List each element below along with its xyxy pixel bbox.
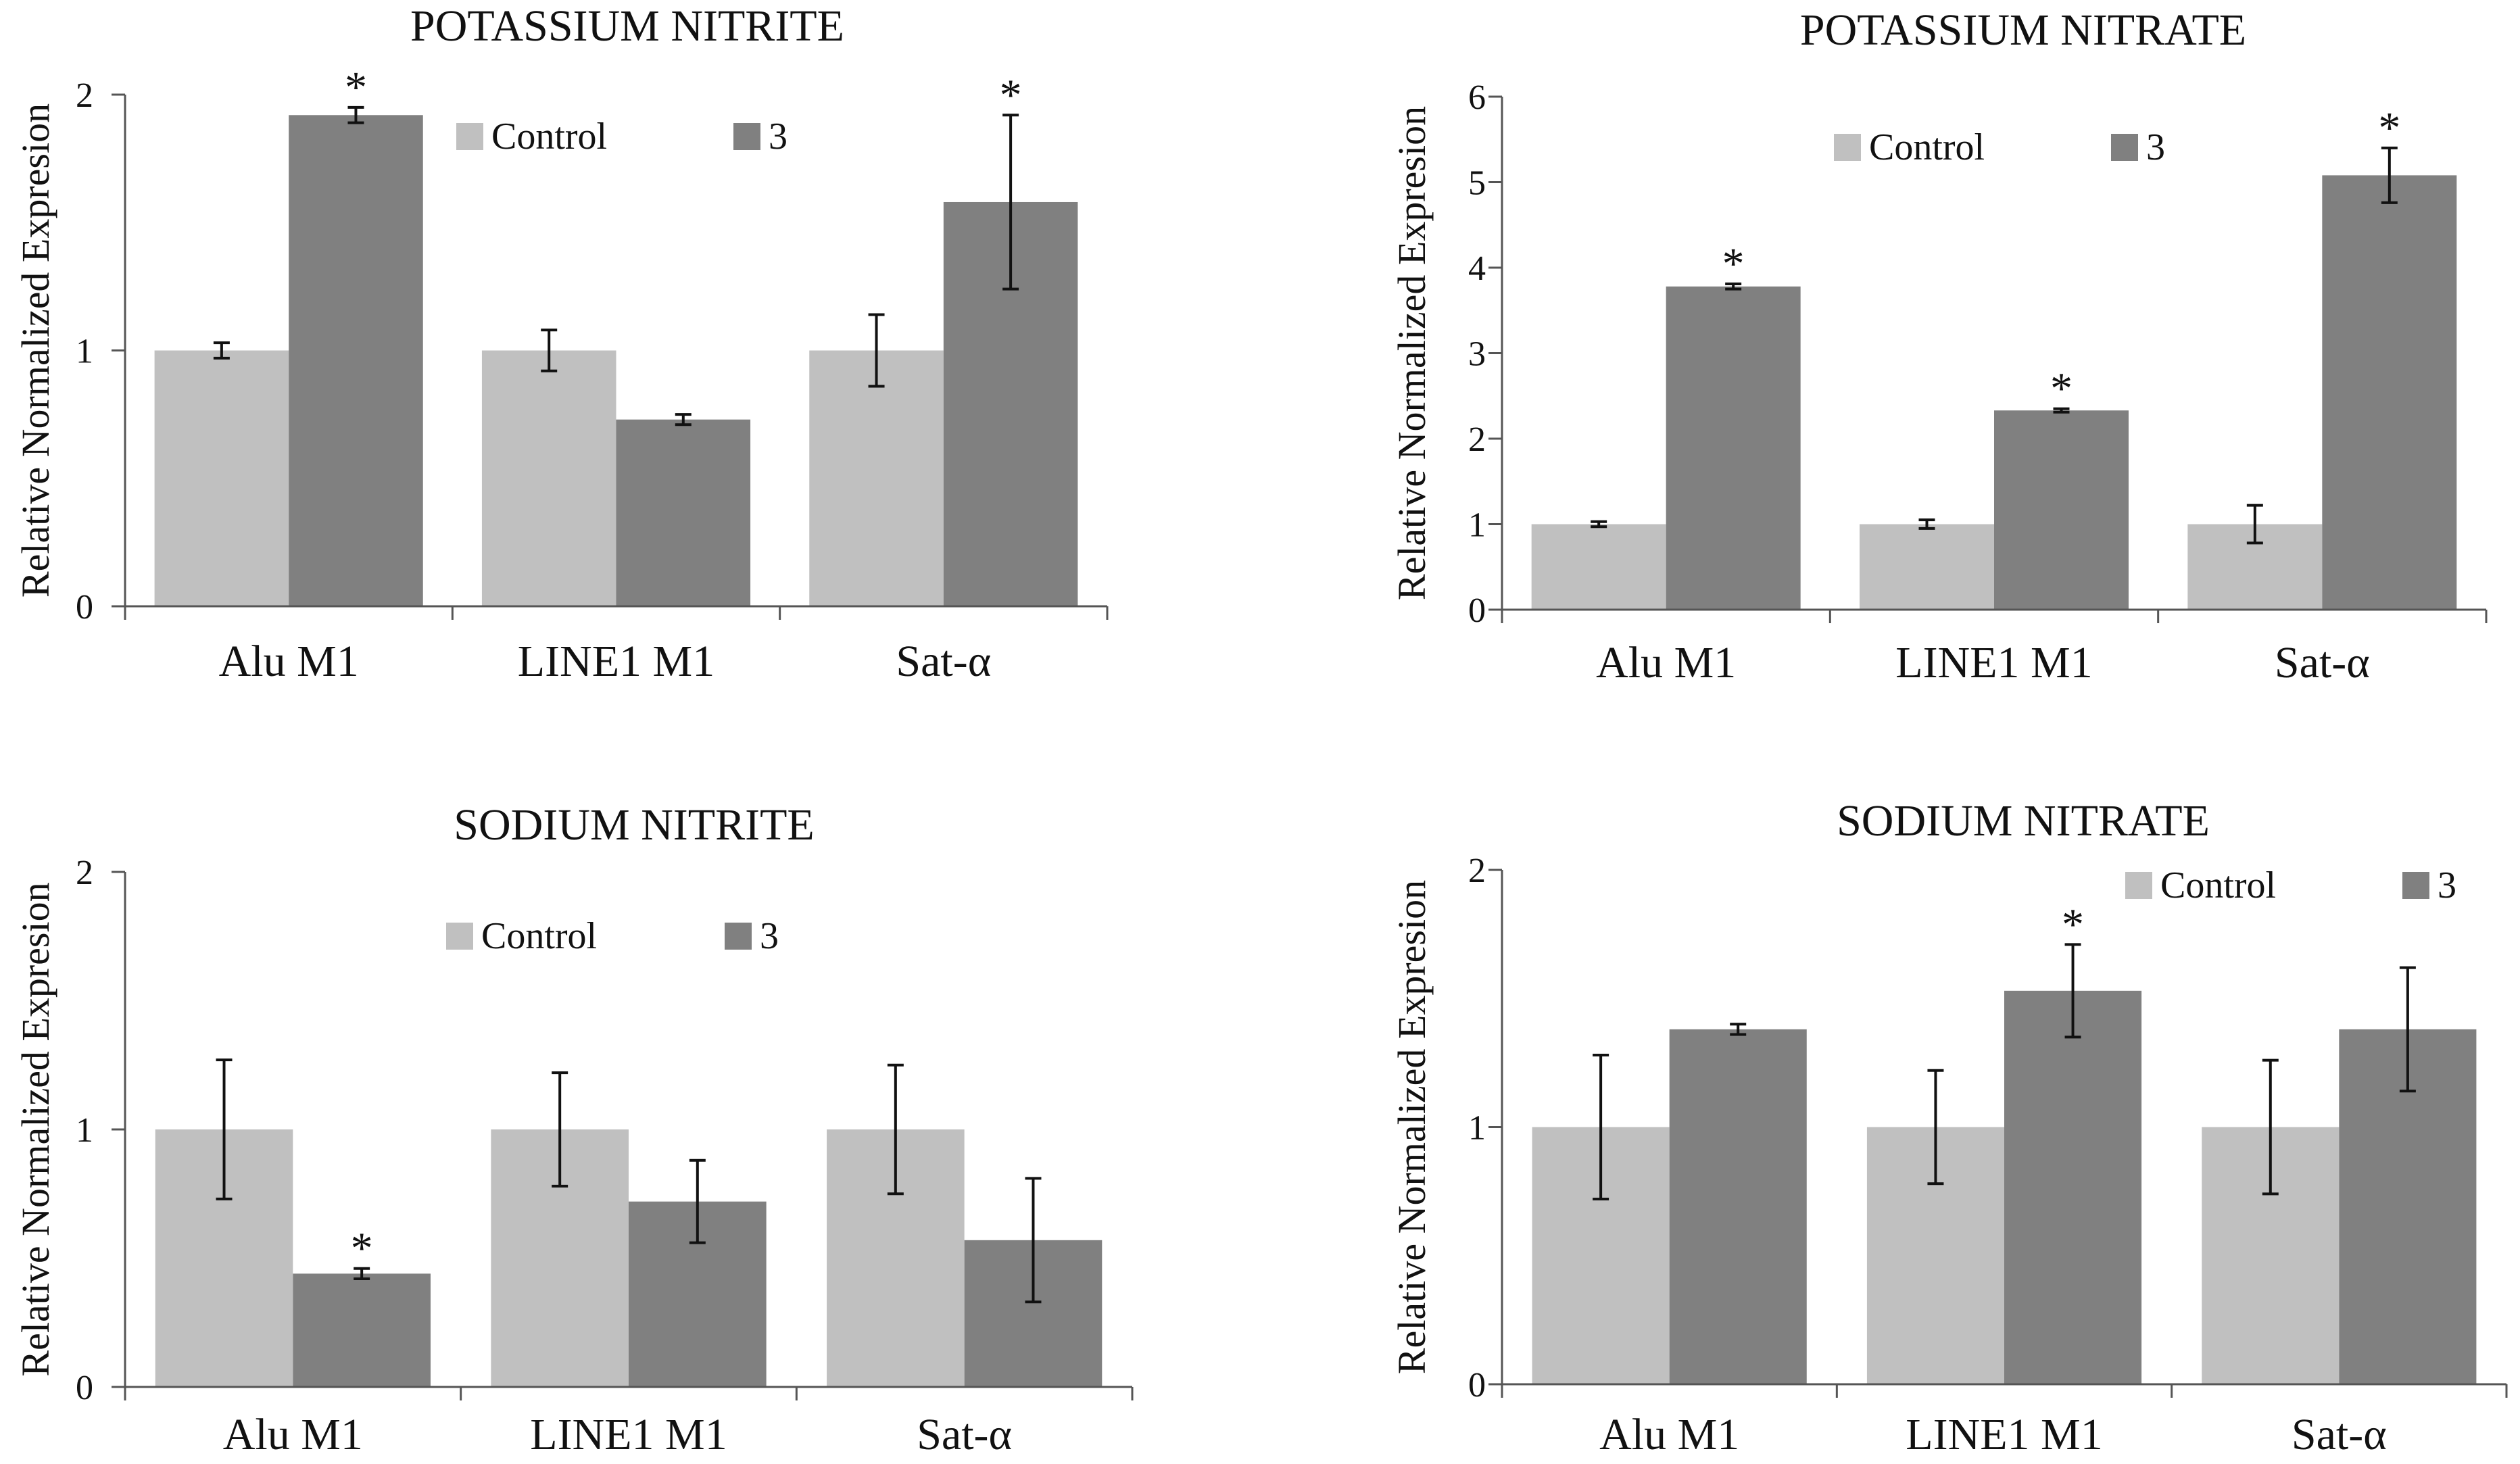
chart-2-title: POTASSIUM NITRATE <box>1800 5 2246 55</box>
chart-4-y-tick-label-0: 0 <box>1468 1366 1486 1405</box>
chart-1-significance-marker-3: * <box>1000 70 1022 120</box>
chart-4-title: SODIUM NITRATE <box>1837 796 2210 846</box>
chart-4-legend-swatch-control <box>2125 872 2152 899</box>
chart-3-legend-label-treated: 3 <box>760 915 779 957</box>
chart-3-legend-swatch-control <box>446 923 473 950</box>
chart-1-x-tick-label-3: Sat-α <box>896 637 991 686</box>
chart-4-legend-swatch-treated <box>2402 872 2429 899</box>
chart-4-x-tick-label-1: Alu M1 <box>1599 1410 1739 1459</box>
chart-2-legend-label-treated: 3 <box>2146 126 2165 168</box>
chart-3-y-tick-label-0: 0 <box>76 1369 93 1407</box>
chart-2-significance-marker-2: * <box>2050 364 2073 414</box>
chart-4-legend-label-control: Control <box>2160 864 2276 906</box>
chart-2-y-tick-label-6: 6 <box>1468 78 1486 117</box>
chart-1-y-axis-label: Relative Normalized Expresion <box>14 103 57 597</box>
chart-4-bar-treated-2 <box>2004 990 2142 1384</box>
chart-1-legend-swatch-treated <box>733 123 760 150</box>
chart-2-legend-label-control: Control <box>1869 126 1985 168</box>
chart-1-y-tick-label-1: 1 <box>76 333 93 371</box>
chart-2-bar-treated-2 <box>1994 410 2129 610</box>
chart-1-bar-control-2 <box>481 350 616 606</box>
chart-3-y-tick-label-1: 1 <box>76 1111 93 1150</box>
chart-4-y-axis-label: Relative Normalized Expresion <box>1390 880 1434 1374</box>
chart-1-legend-label-treated: 3 <box>769 116 788 157</box>
chart-1-bar-treated-1 <box>289 115 423 606</box>
chart-2-y-axis-label: Relative Normalized Expresion <box>1390 106 1434 600</box>
chart-2-y-tick-label-2: 2 <box>1468 420 1486 459</box>
chart-2-bar-control-2 <box>1860 524 1994 610</box>
chart-2-y-tick-label-5: 5 <box>1468 164 1486 203</box>
chart-4-y-tick-label-2: 2 <box>1468 852 1486 890</box>
chart-4-bar-treated-1 <box>1669 1029 1807 1384</box>
chart-3-significance-marker-1: * <box>351 1224 373 1273</box>
chart-2-legend-swatch-treated <box>2111 134 2138 161</box>
chart-1-y-tick-label-2: 2 <box>76 76 93 115</box>
chart-4-y-tick-label-1: 1 <box>1468 1109 1486 1148</box>
chart-1-x-tick-label-2: LINE1 M1 <box>518 637 714 686</box>
chart-2-bar-treated-1 <box>1666 286 1801 610</box>
chart-2-y-tick-label-0: 0 <box>1468 591 1486 630</box>
chart-1-bar-treated-2 <box>616 419 751 606</box>
chart-1-legend-label-control: Control <box>491 116 607 157</box>
chart-3-legend-swatch-treated <box>725 923 752 950</box>
chart-2-y-tick-label-4: 4 <box>1468 249 1486 288</box>
chart-3-x-tick-label-2: LINE1 M1 <box>530 1410 727 1459</box>
chart-2-x-tick-label-1: Alu M1 <box>1596 638 1736 687</box>
chart-1-x-tick-label-1: Alu M1 <box>219 637 359 686</box>
chart-3-title: SODIUM NITRITE <box>454 800 814 850</box>
chart-1-significance-marker-1: * <box>345 63 367 112</box>
chart-2-x-tick-label-2: LINE1 M1 <box>1895 638 2092 687</box>
chart-1-bar-control-3 <box>809 350 944 606</box>
chart-3-legend-label-control: Control <box>481 915 597 957</box>
chart-2-significance-marker-1: * <box>1722 239 1745 289</box>
chart-2-bar-treated-3 <box>2322 175 2457 610</box>
chart-3-y-tick-label-2: 2 <box>76 854 93 892</box>
chart-2-y-tick-label-3: 3 <box>1468 335 1486 374</box>
chart-4-significance-marker-2: * <box>2062 900 2084 949</box>
chart-2-bar-control-1 <box>1531 524 1666 610</box>
chart-3-x-tick-label-1: Alu M1 <box>223 1410 363 1459</box>
chart-4-x-tick-label-2: LINE1 M1 <box>1906 1410 2102 1459</box>
chart-2-y-tick-label-1: 1 <box>1468 506 1486 545</box>
chart-1-y-tick-label-0: 0 <box>76 588 93 627</box>
chart-4-legend-label-treated: 3 <box>2438 864 2456 906</box>
chart-1-legend-swatch-control <box>456 123 483 150</box>
chart-2-significance-marker-3: * <box>2378 103 2400 153</box>
chart-3-y-axis-label: Relative Normalized Expresion <box>14 882 57 1376</box>
chart-2-legend-swatch-control <box>1834 134 1861 161</box>
chart-2-x-tick-label-3: Sat-α <box>2275 638 2370 687</box>
chart-3-bar-treated-1 <box>293 1273 431 1387</box>
chart-1-bar-control-1 <box>154 350 289 606</box>
chart-1-title: POTASSIUM NITRITE <box>410 1 844 51</box>
chart-4-x-tick-label-3: Sat-α <box>2292 1410 2387 1459</box>
chart-3-x-tick-label-3: Sat-α <box>917 1410 1012 1459</box>
